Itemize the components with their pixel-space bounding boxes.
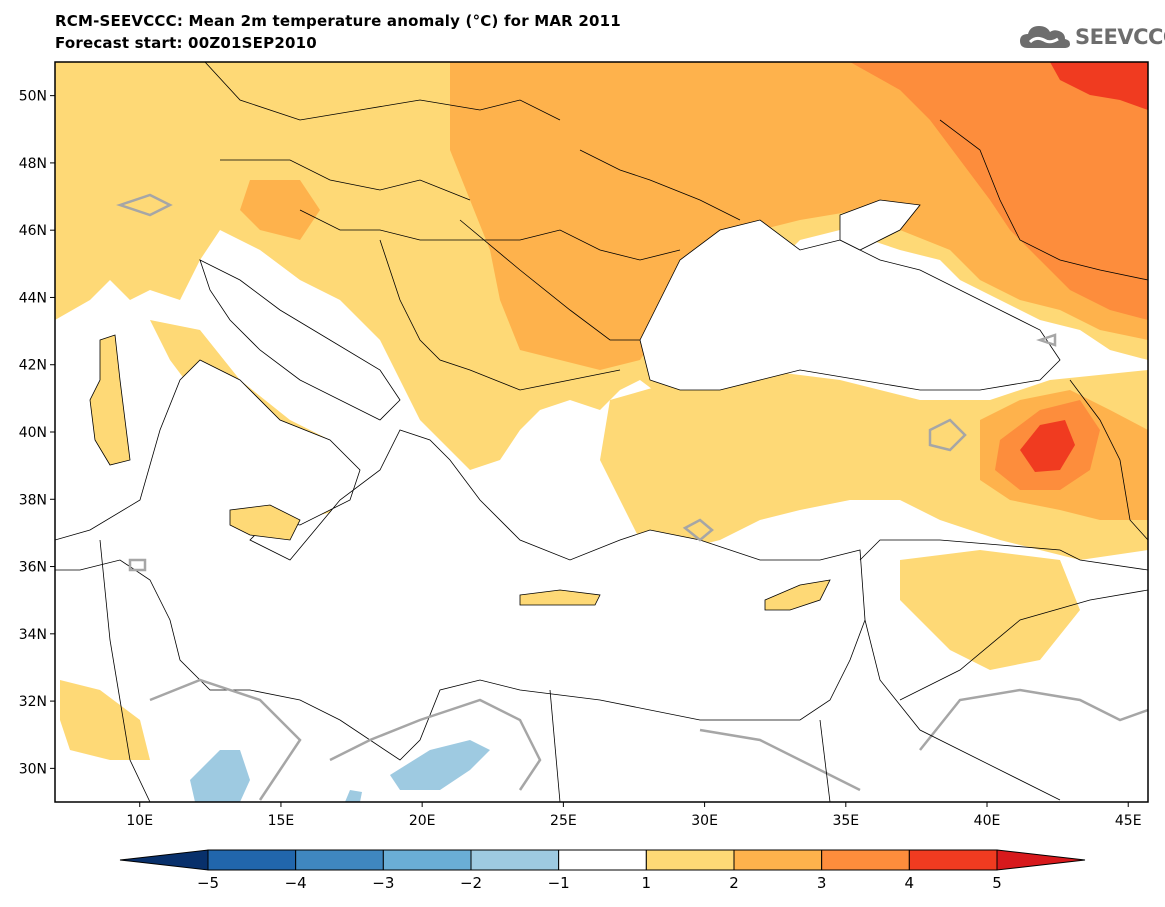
cloud-icon [1020, 26, 1070, 48]
lat-tick-label: 32N [19, 694, 47, 710]
adriatic-sea [199, 259, 401, 421]
colorbar-label: 4 [905, 874, 915, 892]
colorbar-label: −5 [197, 874, 219, 892]
colorbar-label: −1 [548, 874, 570, 892]
lat-tick-label: 40N [19, 425, 47, 441]
cyprus [764, 579, 831, 611]
anomaly-region-neg-2-1-c [345, 790, 362, 802]
colorbar-label: 3 [817, 874, 827, 892]
colorbar-box [470, 849, 560, 871]
lat-tick-label: 48N [19, 156, 47, 172]
colorbar-label: 5 [992, 874, 1002, 892]
colorbar-label: −2 [460, 874, 482, 892]
zero-contours [116, 193, 1148, 801]
seevccc-logo: SEEVCCC [1018, 22, 1165, 52]
colorbar: −5 −4 −3 −2 −1 1 2 3 4 5 [119, 849, 1086, 892]
colorbar-high-extend [996, 849, 1086, 871]
lon-tick-label: 15E [268, 813, 295, 829]
lat-tick-label: 36N [19, 560, 47, 576]
colorbar-box [558, 849, 647, 871]
lat-tick-label: 42N [19, 358, 47, 374]
azov-sea [839, 199, 921, 251]
anomaly-region-2-3-alps [240, 180, 320, 240]
colorbar-box [821, 849, 910, 871]
anomaly-region-3-4 [850, 62, 1148, 320]
lat-tick-label: 46N [19, 223, 47, 239]
lat-tick-label: 44N [19, 290, 47, 306]
lat-tick-label: 30N [19, 761, 47, 777]
lon-tick-label: 10E [126, 813, 153, 829]
colorbar-label: 2 [729, 874, 739, 892]
colorbar-label: 1 [642, 874, 652, 892]
colorbar-label: −4 [285, 874, 307, 892]
country-borders [99, 62, 1148, 802]
map-title: RCM-SEEVCCC: Mean 2m temperature anomaly… [55, 12, 621, 30]
colorbar-box [207, 849, 297, 871]
colorbar-low-extend [119, 849, 209, 871]
anomaly-region-4-5-east [1020, 420, 1075, 472]
lat-tick-label: 38N [19, 492, 47, 508]
colorbar-box [382, 849, 472, 871]
colorbar-label: −3 [372, 874, 394, 892]
sicily [229, 504, 301, 541]
lon-tick-label: 20E [409, 813, 436, 829]
lon-tick-label: 45E [1115, 813, 1142, 829]
logo-text: SEEVCCC [1075, 25, 1165, 49]
anomaly-field [55, 62, 1148, 802]
forecast-start-label: Forecast start: 00Z01SEP2010 [55, 34, 317, 52]
lon-tick-label: 40E [974, 813, 1001, 829]
lon-tick-label: 35E [832, 813, 859, 829]
colorbar-box [733, 849, 823, 871]
colorbar-box [908, 849, 998, 871]
crete [519, 589, 601, 606]
anomaly-region-1-2-levant [900, 550, 1080, 670]
black-sea [639, 219, 1061, 391]
anomaly-region-neg-2-1-a [190, 750, 250, 802]
anomaly-region-neg-2-1-b [390, 740, 490, 790]
axis-ticks: 50N 48N 46N 44N 42N 40N 38N 36N 34N 32N 30N 10E 15E 2… [19, 89, 1142, 829]
anomaly-region-4-5 [1050, 62, 1148, 110]
colorbar-box [295, 849, 384, 871]
lat-tick-label: 50N [19, 89, 47, 105]
lat-tick-label: 34N [19, 627, 47, 643]
lon-tick-label: 30E [691, 813, 718, 829]
corsica-sardinia [89, 334, 131, 466]
anomaly-region-1-2-west [60, 680, 150, 760]
colorbar-box [645, 849, 735, 871]
lon-tick-label: 25E [550, 813, 577, 829]
